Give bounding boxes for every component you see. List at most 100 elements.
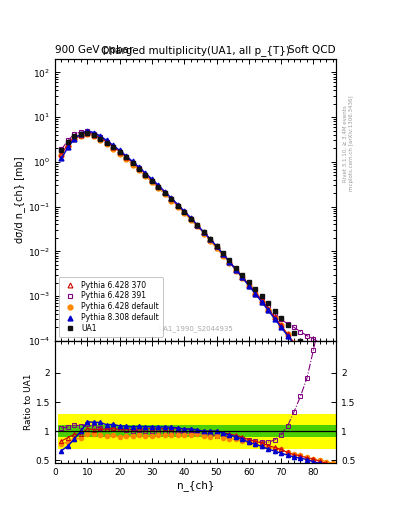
Pythia 6.428 default: [318, 373, 322, 379]
Pythia 6.428 default: [98, 137, 103, 143]
Pythia 6.428 391: [150, 178, 154, 184]
Y-axis label: Ratio to UA1: Ratio to UA1: [24, 374, 33, 430]
Pythia 8.308 default: [285, 333, 290, 339]
Pythia 6.428 391: [156, 183, 161, 189]
Pythia 8.308 default: [156, 182, 161, 188]
Pythia 6.428 391: [220, 252, 225, 258]
Pythia 8.308 default: [324, 385, 329, 391]
Pythia 6.428 370: [117, 148, 122, 155]
Pythia 6.428 370: [59, 151, 64, 157]
Pythia 6.428 default: [259, 298, 264, 305]
Pythia 6.428 370: [279, 323, 283, 329]
Pythia 6.428 370: [72, 134, 77, 140]
Pythia 6.428 default: [285, 331, 290, 337]
Pythia 6.428 default: [137, 167, 141, 173]
Pythia 6.428 370: [233, 266, 238, 272]
Pythia 8.308 default: [92, 130, 96, 136]
Pythia 6.428 default: [169, 198, 174, 204]
Pythia 6.428 391: [240, 274, 245, 281]
Pythia 6.428 370: [124, 154, 129, 160]
Pythia 8.308 default: [214, 243, 219, 249]
Pythia 6.428 391: [169, 197, 174, 203]
Pythia 8.308 default: [279, 324, 283, 330]
Pythia 8.308 default: [253, 291, 258, 297]
Pythia 6.428 default: [111, 146, 116, 152]
Pythia 6.428 default: [292, 339, 296, 346]
Pythia 6.428 391: [259, 297, 264, 303]
Pythia 6.428 370: [305, 357, 309, 363]
Pythia 6.428 370: [298, 348, 303, 354]
Pythia 8.308 default: [331, 393, 335, 399]
Pythia 6.428 370: [266, 306, 270, 312]
Pythia 6.428 370: [130, 159, 135, 165]
Pythia 6.428 370: [111, 143, 116, 150]
Pythia 8.308 default: [175, 201, 180, 207]
Pythia 6.428 370: [324, 383, 329, 390]
Pythia 6.428 370: [175, 202, 180, 208]
Line: Pythia 6.428 370: Pythia 6.428 370: [59, 130, 335, 398]
Pythia 6.428 391: [246, 282, 251, 288]
Pythia 8.308 default: [104, 137, 109, 143]
Pythia 6.428 370: [169, 196, 174, 202]
Pythia 8.308 default: [305, 358, 309, 364]
Pythia 6.428 370: [66, 141, 70, 147]
Pythia 6.428 default: [72, 136, 77, 142]
Pythia 6.428 default: [246, 283, 251, 289]
Pythia 6.428 391: [137, 165, 141, 172]
Pythia 6.428 391: [208, 237, 212, 243]
Pythia 6.428 391: [117, 148, 122, 155]
Pythia 6.428 391: [162, 190, 167, 196]
Pythia 6.428 370: [246, 282, 251, 288]
Pythia 6.428 391: [214, 245, 219, 251]
Legend: Pythia 6.428 370, Pythia 6.428 391, Pythia 6.428 default, Pythia 8.308 default, : Pythia 6.428 370, Pythia 6.428 391, Pyth…: [59, 276, 163, 337]
Pythia 6.428 370: [201, 229, 206, 235]
Pythia 6.428 370: [188, 215, 193, 221]
Pythia 6.428 391: [175, 203, 180, 209]
Pythia 6.428 391: [266, 304, 270, 310]
Pythia 8.308 default: [124, 153, 129, 159]
Pythia 6.428 default: [79, 133, 83, 139]
Pythia 6.428 391: [130, 160, 135, 166]
Title: Charged multiplicity(UA1, all p_{T}): Charged multiplicity(UA1, all p_{T}): [101, 46, 290, 56]
Pythia 6.428 default: [220, 252, 225, 259]
Pythia 6.428 default: [156, 185, 161, 191]
Pythia 6.428 391: [124, 154, 129, 160]
Pythia 8.308 default: [246, 283, 251, 289]
Pythia 6.428 370: [240, 274, 245, 280]
Pythia 6.428 default: [324, 382, 329, 389]
Pythia 8.308 default: [220, 251, 225, 257]
Pythia 6.428 391: [104, 139, 109, 145]
Pythia 6.428 default: [150, 179, 154, 185]
Pythia 8.308 default: [98, 133, 103, 139]
Pythia 6.428 default: [201, 230, 206, 237]
Pythia 6.428 370: [85, 130, 90, 136]
Pythia 6.428 370: [285, 331, 290, 337]
Pythia 8.308 default: [318, 376, 322, 382]
Pythia 6.428 370: [92, 132, 96, 138]
Pythia 6.428 370: [311, 366, 316, 372]
Pythia 6.428 391: [324, 344, 329, 350]
Pythia 8.308 default: [259, 299, 264, 305]
Pythia 6.428 391: [272, 311, 277, 317]
Pythia 6.428 default: [311, 366, 316, 372]
Pythia 6.428 default: [175, 204, 180, 210]
Pythia 8.308 default: [72, 136, 77, 142]
Pythia 6.428 370: [208, 236, 212, 242]
Pythia 6.428 default: [272, 314, 277, 321]
Pythia 8.308 default: [182, 208, 187, 214]
Pythia 8.308 default: [298, 350, 303, 356]
Pythia 8.308 default: [137, 164, 141, 170]
Text: 900 GeV ppbar: 900 GeV ppbar: [55, 45, 133, 55]
Pythia 6.428 370: [253, 289, 258, 295]
Pythia 8.308 default: [85, 127, 90, 134]
Pythia 8.308 default: [311, 367, 316, 373]
Pythia 8.308 default: [130, 158, 135, 164]
Pythia 6.428 370: [143, 170, 148, 177]
Pythia 6.428 default: [66, 142, 70, 148]
Pythia 6.428 default: [266, 307, 270, 313]
Text: Soft QCD: Soft QCD: [288, 45, 336, 55]
Text: UA1_1990_S2044935: UA1_1990_S2044935: [158, 326, 233, 332]
Pythia 8.308 default: [79, 131, 83, 137]
Pythia 6.428 391: [188, 216, 193, 222]
Pythia 6.428 370: [98, 135, 103, 141]
